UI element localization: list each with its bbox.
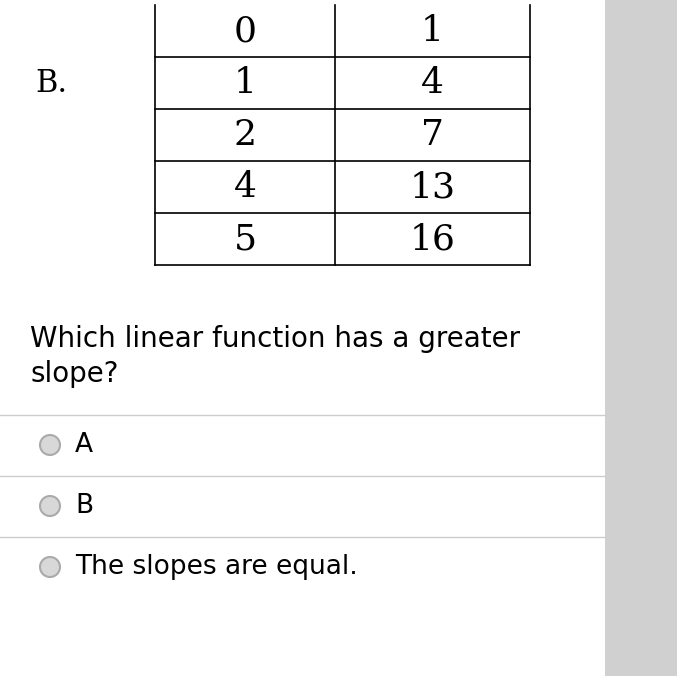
Text: 5: 5 xyxy=(234,222,257,256)
Text: 4: 4 xyxy=(234,170,257,204)
Text: 4: 4 xyxy=(421,66,444,100)
Text: 7: 7 xyxy=(421,118,444,152)
Text: Which linear function has a greater: Which linear function has a greater xyxy=(30,325,520,353)
Text: 1: 1 xyxy=(234,66,257,100)
Text: A: A xyxy=(75,432,93,458)
Circle shape xyxy=(40,435,60,455)
Text: slope?: slope? xyxy=(30,360,118,388)
Text: 1: 1 xyxy=(421,14,444,48)
Text: 0: 0 xyxy=(234,14,257,48)
Text: 2: 2 xyxy=(234,118,257,152)
Circle shape xyxy=(40,557,60,577)
Bar xyxy=(605,0,677,676)
Text: The slopes are equal.: The slopes are equal. xyxy=(75,554,357,580)
Text: B.: B. xyxy=(35,68,67,99)
Text: 16: 16 xyxy=(410,222,456,256)
Circle shape xyxy=(40,496,60,516)
Text: B: B xyxy=(75,493,93,519)
Text: 13: 13 xyxy=(410,170,456,204)
